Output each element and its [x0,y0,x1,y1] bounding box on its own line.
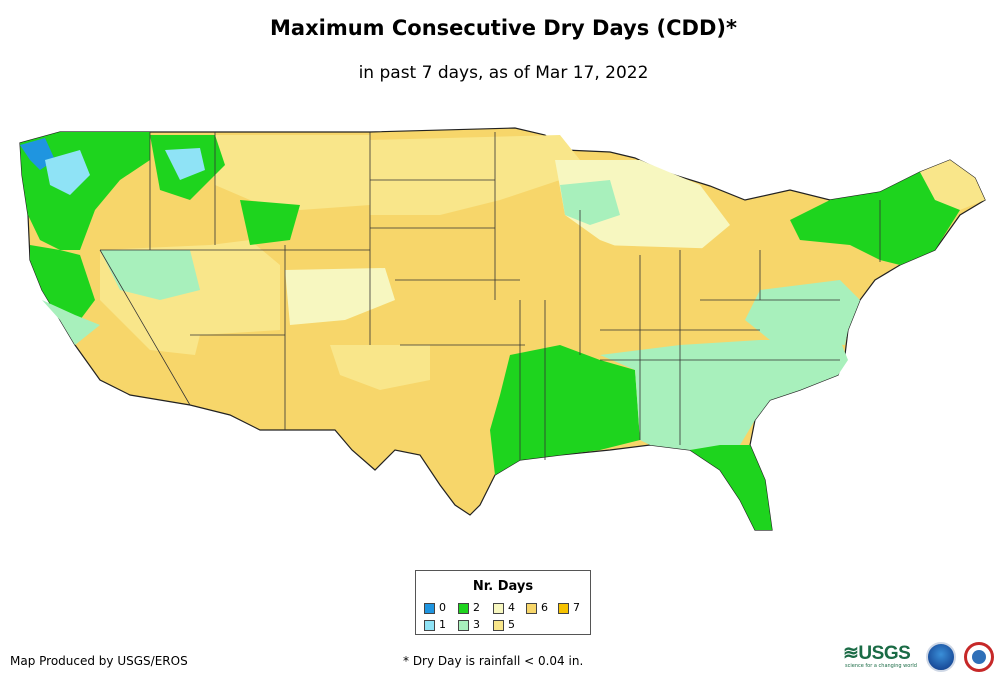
legend-item-1: 1 [424,618,446,631]
legend-swatch [424,619,435,631]
legend-item-4: 4 [493,601,515,614]
map-subtitle: in past 7 days, as of Mar 17, 2022 [358,63,649,83]
credit-text: Map Produced by USGS/EROS [10,654,188,668]
legend-label: 4 [508,601,515,614]
region-idaho-cyan [165,148,205,180]
region-southeast [600,340,848,450]
usgs-tagline: science for a changing world [845,663,917,669]
legend-item-0: 0 [424,601,446,614]
state-borders [99,132,881,460]
legend-title: Nr. Days [472,579,534,594]
legend-label: 3 [473,618,480,631]
legend-label: 2 [473,601,480,614]
legend-swatch [526,602,537,614]
legend-box: Nr. Days 0 1 2 3 4 5 6 7 [415,570,591,635]
legend-label: 6 [541,601,548,614]
legend-swatch [493,602,504,614]
legend-item-7: 7 [558,601,580,614]
region-lower-mississippi [490,345,640,475]
legend-swatch [424,602,435,614]
region-maine-pale [920,160,985,210]
cdd-map [19,127,986,531]
legend-item-2: 2 [458,601,480,614]
legend-swatch [458,619,469,631]
region-rockies-green [240,200,300,245]
legend-item-6: 6 [526,601,548,614]
noaa-logo-icon [926,642,956,672]
legend-label: 1 [439,618,446,631]
region-california-mint [42,300,100,345]
nws-logo-icon [964,642,994,672]
region-california-coast [30,245,95,320]
legend-swatch [458,602,469,614]
region-colorado-pale [285,268,395,325]
legend-item-3: 3 [458,618,480,631]
region-florida [690,445,772,530]
legend-swatch [493,619,504,631]
legend-label: 5 [508,618,515,631]
legend-label: 0 [439,601,446,614]
region-wisconsin [560,180,620,225]
dry-day-note: * Dry Day is rainfall < 0.04 in. [403,654,584,668]
legend-item-5: 5 [493,618,515,631]
region-new-england [790,165,960,265]
region-mid-atlantic [745,280,860,345]
map-title: Maximum Consecutive Dry Days (CDD)* [270,16,737,40]
region-dakotas [370,135,580,215]
region-nevada-mint [100,250,200,300]
region-texas-pale [330,345,430,390]
region-washington-cyan [45,150,90,195]
region-northern-plains [215,135,370,210]
legend-swatch [558,602,569,614]
usgs-logo: ≋USGS [843,643,911,664]
legend-label: 7 [573,601,580,614]
